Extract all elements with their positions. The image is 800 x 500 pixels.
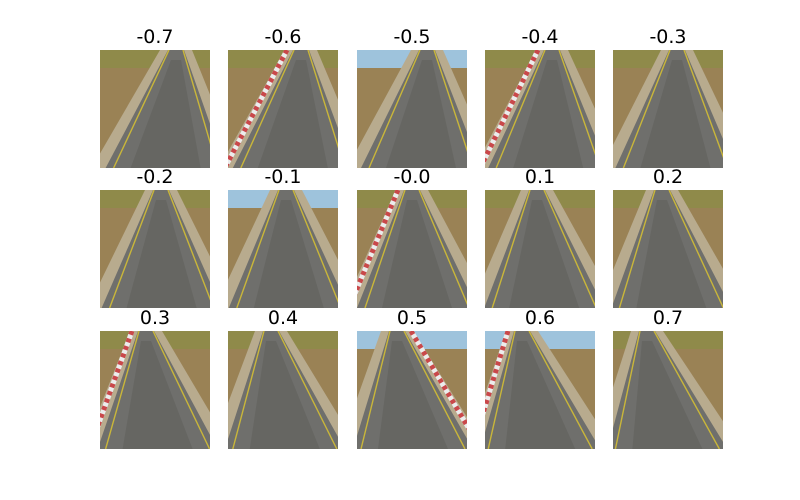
road-camera-image — [485, 331, 595, 449]
image-panel: 0.1 — [485, 166, 595, 308]
road-camera-image — [100, 50, 210, 168]
panel-title: -0.7 — [136, 26, 174, 48]
panel-title: -0.5 — [393, 26, 431, 48]
road-camera-image — [485, 50, 595, 168]
panel-title: -0.4 — [521, 26, 559, 48]
road-camera-image — [357, 50, 467, 168]
road-camera-image — [228, 190, 338, 308]
panel-title: -0.2 — [136, 166, 174, 188]
image-panel: -0.4 — [485, 26, 595, 168]
image-panel: 0.6 — [485, 307, 595, 449]
panel-title: 0.7 — [652, 307, 684, 329]
image-panel: -0.0 — [357, 166, 467, 308]
road-camera-image — [613, 331, 723, 449]
image-panel: -0.2 — [100, 166, 210, 308]
road-camera-image — [228, 331, 338, 449]
road-camera-image — [357, 190, 467, 308]
image-panel: -0.5 — [357, 26, 467, 168]
panel-title: 0.2 — [652, 166, 684, 188]
panel-title: 0.5 — [396, 307, 428, 329]
road-camera-image — [100, 331, 210, 449]
panel-title: -0.6 — [264, 26, 302, 48]
image-panel: 0.7 — [613, 307, 723, 449]
panel-title: -0.0 — [393, 166, 431, 188]
panel-title: 0.6 — [524, 307, 556, 329]
image-panel: 0.4 — [228, 307, 338, 449]
image-panel: 0.3 — [100, 307, 210, 449]
image-panel: -0.6 — [228, 26, 338, 168]
road-camera-image — [357, 331, 467, 449]
road-camera-image — [100, 190, 210, 308]
image-panel: 0.5 — [357, 307, 467, 449]
road-camera-image — [485, 190, 595, 308]
panel-title: 0.3 — [139, 307, 171, 329]
image-panel: 0.2 — [613, 166, 723, 308]
image-panel: -0.3 — [613, 26, 723, 168]
road-camera-image — [613, 190, 723, 308]
road-camera-image — [613, 50, 723, 168]
panel-title: 0.4 — [267, 307, 299, 329]
image-panel: -0.7 — [100, 26, 210, 168]
panel-title: 0.1 — [524, 166, 556, 188]
image-panel: -0.1 — [228, 166, 338, 308]
road-camera-image — [228, 50, 338, 168]
panel-title: -0.3 — [649, 26, 687, 48]
panel-title: -0.1 — [264, 166, 302, 188]
